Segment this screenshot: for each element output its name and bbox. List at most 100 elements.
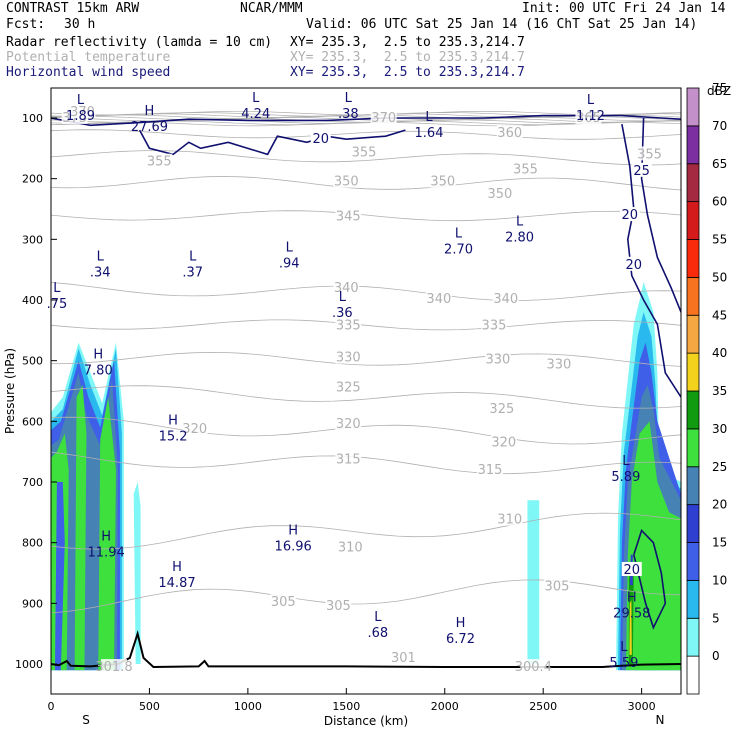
theta-label-bg bbox=[335, 208, 362, 223]
theta-line bbox=[51, 451, 681, 475]
extremum-type: H bbox=[288, 524, 298, 539]
colorbar-swatch bbox=[686, 466, 700, 506]
theta-label: 355 bbox=[352, 146, 377, 161]
colorbar-swatch bbox=[686, 428, 700, 468]
extremum-value: 14.87 bbox=[158, 576, 195, 591]
theta-label-bg bbox=[146, 153, 173, 168]
extremum-type: L bbox=[587, 93, 595, 108]
extremum-value: 15.2 bbox=[159, 429, 188, 444]
theta-label-bg bbox=[390, 649, 417, 664]
extremum-value: 2.80 bbox=[505, 230, 534, 245]
theta-label: 330 bbox=[485, 352, 510, 367]
theta-label: 330 bbox=[336, 351, 361, 366]
extremum-type: H bbox=[456, 616, 466, 631]
north-label: N bbox=[656, 713, 665, 727]
colorbar-level-label: 25 bbox=[712, 460, 727, 474]
theta-label-bg bbox=[337, 539, 364, 554]
theta-line bbox=[51, 385, 681, 409]
theta-label: 345 bbox=[336, 209, 361, 224]
theta-label-bg bbox=[101, 659, 127, 674]
valid-time: Valid: 06 UTC Sat 25 Jan 14 (16 ChT Sat … bbox=[306, 17, 698, 32]
theta-line bbox=[51, 176, 681, 191]
colorbar-swatch bbox=[686, 579, 700, 619]
extremum-value: .36 bbox=[332, 306, 353, 321]
axes: 0 500 1000 1500 2000 2500 3000 100 200 300 400 500 6… bbox=[3, 112, 664, 728]
extremum-value: 1.12 bbox=[576, 109, 605, 124]
extremum-type: H bbox=[172, 560, 182, 575]
extremum-type: H bbox=[101, 530, 111, 545]
colorbar-level-label: 15 bbox=[712, 536, 727, 550]
theta-label-bg bbox=[477, 461, 504, 476]
extremum-type: L bbox=[455, 226, 463, 241]
colorbar-swatch bbox=[686, 542, 700, 581]
y-tick-label: 400 bbox=[22, 294, 43, 307]
extremum-value: 27.69 bbox=[131, 120, 168, 135]
y-tick-label: 1000 bbox=[15, 658, 43, 671]
extremum-type: L bbox=[97, 249, 105, 264]
extremum-type: H bbox=[168, 413, 178, 428]
colorbar-level-label: 20 bbox=[712, 498, 727, 512]
theta-label-bg bbox=[636, 146, 663, 161]
theta-label: 355 bbox=[147, 155, 172, 170]
extremum-value: 1.64 bbox=[415, 126, 444, 141]
colorbar-swatch bbox=[686, 655, 700, 695]
x-tick-label: 500 bbox=[139, 700, 160, 713]
colorbar-level-label: 30 bbox=[712, 422, 727, 436]
wind-label-bg bbox=[619, 207, 640, 222]
theta-label: 340 bbox=[493, 292, 518, 307]
extremum-value: 7.80 bbox=[84, 364, 113, 379]
theta-label-bg bbox=[333, 173, 360, 188]
model-title: CONTRAST 15km ARW bbox=[6, 1, 140, 16]
theta-label-bg bbox=[351, 144, 378, 159]
theta-label-bg bbox=[429, 173, 456, 188]
theta-label-bg bbox=[492, 290, 519, 305]
theta-line bbox=[51, 351, 681, 367]
extremum-type: L bbox=[252, 91, 260, 106]
colorbar-level-label: 35 bbox=[712, 384, 727, 398]
colorbar: dBZ 0 5 10 15 20 25 30 35 40 45 50 55 60 65 70 75 bbox=[686, 81, 731, 695]
extremum-value: .38 bbox=[338, 107, 359, 122]
wind-20-upper bbox=[138, 129, 406, 156]
theta-line bbox=[51, 579, 681, 614]
extremum-value: 4.24 bbox=[241, 107, 270, 122]
theta-label: 315 bbox=[336, 453, 361, 468]
extremum-value: 1.89 bbox=[66, 109, 95, 124]
theta-label-bg bbox=[480, 317, 507, 332]
wind-label-bg bbox=[623, 256, 644, 271]
wind-20-low bbox=[633, 528, 667, 630]
theta-label: 370 bbox=[371, 111, 396, 126]
colorbar-swatch bbox=[686, 87, 700, 127]
y-axis-title: Pressure (hPa) bbox=[3, 348, 17, 434]
field-name-theta: Potential temperature bbox=[6, 50, 171, 65]
extremum-value: 16.96 bbox=[275, 540, 312, 555]
colorbar-swatch bbox=[686, 390, 700, 430]
theta-label-bg bbox=[335, 317, 362, 332]
extremum-type: L bbox=[374, 610, 382, 625]
theta-label: 350 bbox=[334, 175, 359, 190]
theta-label-bg bbox=[512, 161, 539, 176]
theta-label-bg bbox=[486, 185, 513, 200]
colorbar-swatch bbox=[686, 163, 700, 203]
wind-contour-label: 20 bbox=[622, 208, 639, 223]
extremum-value: 6.72 bbox=[446, 632, 475, 647]
south-label: S bbox=[82, 713, 90, 727]
colorbar-level-label: 5 bbox=[712, 611, 720, 625]
theta-label-bg bbox=[335, 451, 362, 466]
theta-label-bg bbox=[425, 290, 452, 305]
extremum-type: L bbox=[286, 240, 294, 255]
colorbar-level-label: 10 bbox=[712, 573, 727, 587]
theta-label: 300.4 bbox=[515, 660, 552, 675]
theta-label: 340 bbox=[334, 281, 359, 296]
theta-label-bg bbox=[270, 594, 297, 609]
wind-label-bg bbox=[631, 162, 652, 177]
colorbar-swatch bbox=[686, 617, 700, 657]
theta-line bbox=[51, 129, 681, 140]
theta-label: 305 bbox=[326, 599, 351, 614]
echo-south-15b bbox=[54, 482, 65, 671]
extremum-value: .34 bbox=[90, 265, 111, 280]
init-time: Init: 00 UTC Fri 24 Jan 14 bbox=[522, 1, 726, 16]
extremum-type: L bbox=[622, 454, 630, 469]
x-tick-label: 2000 bbox=[431, 700, 459, 713]
theta-label: 335 bbox=[482, 318, 507, 333]
